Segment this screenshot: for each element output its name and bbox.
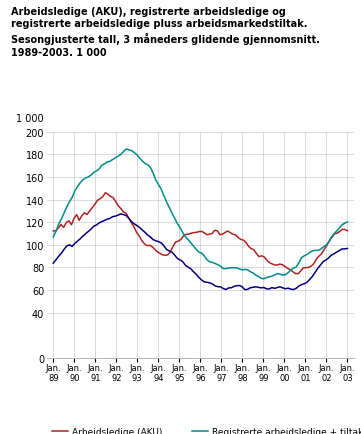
Registrerte arbeidsledige [140,228,144,233]
Line: Arbeidsledige (AKU): Arbeidsledige (AKU) [53,193,348,274]
Arbeidsledige (AKU) [51,229,55,234]
Registrerte arbeidsledige [345,247,350,252]
Arbeidsledige (AKU) [345,229,350,234]
Registrerte arbeidsledige + tiltak [332,231,336,237]
Registrerte arbeidsledige + tiltak [262,276,266,282]
Arbeidsledige (AKU) [278,262,282,267]
Arbeidsledige (AKU) [103,191,108,196]
Registrerte arbeidsledige + tiltak [189,241,193,246]
Text: Arbeidsledige (AKU), registrerte arbeidsledige og
registrerte arbeidsledige plus: Arbeidsledige (AKU), registrerte arbeids… [11,7,320,58]
Line: Registrerte arbeidsledige: Registrerte arbeidsledige [53,214,348,290]
Arbeidsledige (AKU) [168,250,173,255]
Legend: Arbeidsledige (AKU), Registrerte arbeidsledige, Registrerte arbeidsledige + tilt: Arbeidsledige (AKU), Registrerte arbeids… [48,424,361,434]
Registrerte arbeidsledige + tiltak [197,250,201,255]
Registrerte arbeidsledige [51,261,55,266]
Registrerte arbeidsledige + tiltak [343,221,347,226]
Arbeidsledige (AKU) [137,234,141,239]
Line: Registrerte arbeidsledige + tiltak: Registrerte arbeidsledige + tiltak [53,150,348,279]
Arbeidsledige (AKU) [296,272,300,277]
Registrerte arbeidsledige [189,266,193,272]
Arbeidsledige (AKU) [244,240,248,246]
Text: 1 000: 1 000 [16,113,44,123]
Registrerte arbeidsledige [264,286,269,292]
Registrerte arbeidsledige + tiltak [124,147,128,152]
Registrerte arbeidsledige + tiltak [345,220,350,225]
Arbeidsledige (AKU) [85,212,89,217]
Registrerte arbeidsledige [332,252,336,257]
Registrerte arbeidsledige + tiltak [140,159,144,164]
Registrerte arbeidsledige [197,275,201,280]
Registrerte arbeidsledige [343,247,347,252]
Registrerte arbeidsledige + tiltak [264,276,269,281]
Registrerte arbeidsledige [118,212,123,217]
Arbeidsledige (AKU) [134,230,139,235]
Registrerte arbeidsledige [243,287,247,293]
Registrerte arbeidsledige + tiltak [51,235,55,240]
